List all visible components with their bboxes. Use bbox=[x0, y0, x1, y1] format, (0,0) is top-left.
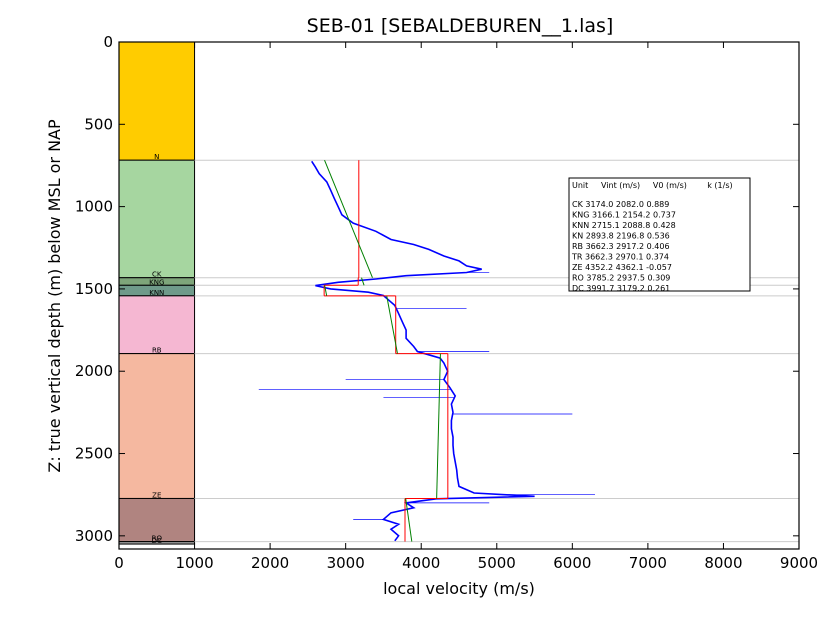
y-tick-label: 2000 bbox=[75, 362, 113, 380]
legend-row: CK 3174.0 2082.0 0.889 bbox=[572, 200, 669, 209]
x-tick-label: 9000 bbox=[780, 554, 818, 572]
unit-block-ze bbox=[118, 353, 196, 499]
linear-model-ck bbox=[324, 160, 373, 278]
x-tick-label: 7000 bbox=[629, 554, 667, 572]
x-tick-label: 5000 bbox=[478, 554, 516, 572]
y-tick-label: 2500 bbox=[75, 445, 113, 463]
legend-row: KN 2893.8 2196.8 0.536 bbox=[572, 232, 670, 241]
unit-label-ck: CK bbox=[152, 271, 162, 279]
unit-block-rb bbox=[118, 295, 196, 355]
legend-row: TR 3662.3 2970.1 0.374 bbox=[571, 253, 669, 262]
legend-row: KNG 3166.1 2154.2 0.737 bbox=[572, 211, 676, 220]
linear-model-lines bbox=[324, 160, 441, 542]
unit-label-n: N bbox=[154, 153, 159, 161]
linear-model-rb bbox=[386, 295, 398, 354]
legend-row: DC 3991.7 3179.2 0.261 bbox=[572, 284, 670, 293]
plot-frame bbox=[118, 41, 800, 550]
x-tick-label: 0 bbox=[114, 554, 124, 572]
y-tick-label: 1500 bbox=[75, 280, 113, 298]
x-axis-label: local velocity (m/s) bbox=[383, 579, 535, 598]
x-tick-label: 3000 bbox=[327, 554, 365, 572]
linear-model-knn bbox=[324, 285, 328, 296]
unit-block-n bbox=[118, 41, 196, 161]
linear-model-kng bbox=[361, 277, 365, 286]
chart-title: SEB-01 [SEBALDEBUREN__1.las] bbox=[307, 15, 614, 37]
y-tick-label: 1000 bbox=[75, 198, 113, 216]
y-tick-label: 0 bbox=[103, 33, 113, 51]
unit-label-dc: DC bbox=[152, 537, 162, 545]
unit-block-ck bbox=[118, 159, 196, 279]
legend-row: RO 3785.2 2937.5 0.309 bbox=[572, 274, 670, 283]
x-tick-label: 6000 bbox=[553, 554, 591, 572]
unit-label-rb: RB bbox=[152, 347, 162, 355]
x-tick-label: 4000 bbox=[402, 554, 440, 572]
x-tick-label: 1000 bbox=[175, 554, 213, 572]
unit-label-ro: RO bbox=[152, 535, 163, 543]
legend-row: KNN 2715.1 2088.8 0.428 bbox=[572, 221, 676, 230]
x-tick-label: 8000 bbox=[704, 554, 742, 572]
legend-row: RB 3662.3 2917.2 0.406 bbox=[572, 242, 670, 251]
legend: Unit Vint (m/s) V0 (m/s) k (1/s) CK 3174… bbox=[568, 177, 751, 293]
legend-row: ZE 4352.2 4362.1 -0.057 bbox=[572, 263, 672, 272]
y-axis-label: Z: true vertical depth (m) below MSL or … bbox=[45, 119, 64, 473]
unit-label-kng: KNG bbox=[149, 278, 164, 286]
x-tick-label: 2000 bbox=[251, 554, 289, 572]
velocity-log-line bbox=[311, 160, 535, 542]
y-axis-ticks: 0 500 1000 1500 2000 2500 3000 bbox=[75, 33, 799, 545]
y-tick-label: 500 bbox=[84, 115, 113, 133]
x-axis-ticks: 0 1000 2000 3000 4000 5000 6000 7000 8000 9000 bbox=[114, 42, 818, 572]
legend-box bbox=[568, 177, 751, 292]
unit-block-ro bbox=[118, 497, 196, 543]
unit-label-ze: ZE bbox=[152, 491, 161, 499]
unit-label-knn: KNN bbox=[149, 289, 164, 297]
linear-model-ze bbox=[436, 353, 441, 499]
y-tick-label: 3000 bbox=[75, 527, 113, 545]
legend-header: Unit Vint (m/s) V0 (m/s) k (1/s) bbox=[572, 181, 733, 190]
velocity-log bbox=[258, 160, 595, 542]
interval-velocity-lines bbox=[323, 160, 449, 542]
linear-model-ro bbox=[405, 498, 413, 542]
